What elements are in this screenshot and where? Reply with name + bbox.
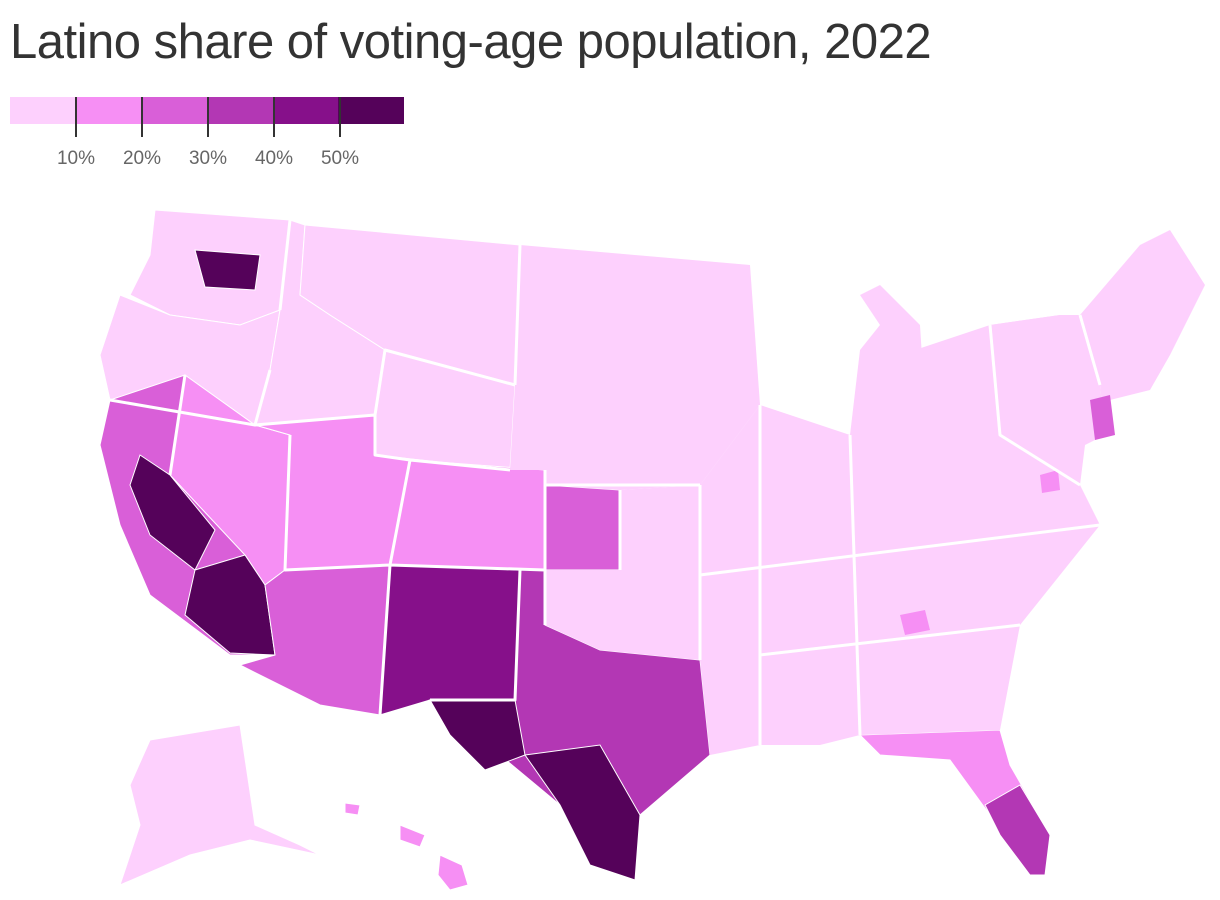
state-borders-west — [109, 219, 547, 716]
state-border-layer — [109, 219, 1102, 745]
legend-label-20: 20% — [122, 148, 162, 169]
region-tx-west — [429, 699, 526, 771]
map-svg — [99, 209, 1205, 891]
legend-swatch-5 — [338, 97, 405, 124]
legend-tick-10 — [75, 97, 77, 137]
color-legend: 10% 20% 30% 40% 50% — [10, 97, 410, 177]
region-michigan — [850, 285, 925, 435]
region-great-plains — [510, 245, 760, 490]
region-nj-ny-metro — [1090, 395, 1115, 440]
east-us-layer — [510, 230, 1205, 755]
region-wa-yakima — [194, 249, 261, 291]
legend-tick-30 — [207, 97, 209, 137]
region-ak — [119, 724, 321, 886]
state-borders-east — [513, 244, 1102, 745]
region-northeast — [990, 230, 1205, 435]
legend-label-30: 30% — [188, 148, 228, 169]
legend-swatch-0 — [10, 97, 76, 124]
legend-label-50: 50% — [320, 148, 360, 169]
legend-label-10: 10% — [56, 148, 96, 169]
region-georgia-cluster — [900, 610, 930, 635]
region-fl-south — [984, 784, 1051, 876]
legend-swatch-2 — [141, 97, 208, 124]
legend-swatch-1 — [75, 97, 142, 124]
legend-label-40: 40% — [254, 148, 294, 169]
legend-swatches — [10, 97, 405, 124]
region-south-central — [545, 315, 1105, 755]
region-nm — [379, 564, 521, 716]
region-hi — [344, 802, 469, 891]
legend-swatch-4 — [272, 97, 339, 124]
legend-tick-20 — [141, 97, 143, 137]
legend-swatch-3 — [207, 97, 273, 124]
region-co — [389, 459, 546, 571]
legend-tick-50 — [339, 97, 341, 137]
legend-tick-40 — [273, 97, 275, 137]
map-title: Latino share of voting-age population, 2… — [10, 15, 932, 69]
region-ks-west — [544, 484, 621, 571]
region-dc-area — [1040, 470, 1060, 493]
choropleth-map — [0, 185, 1220, 900]
state-layer — [99, 209, 1051, 891]
region-tx-south — [524, 744, 641, 881]
